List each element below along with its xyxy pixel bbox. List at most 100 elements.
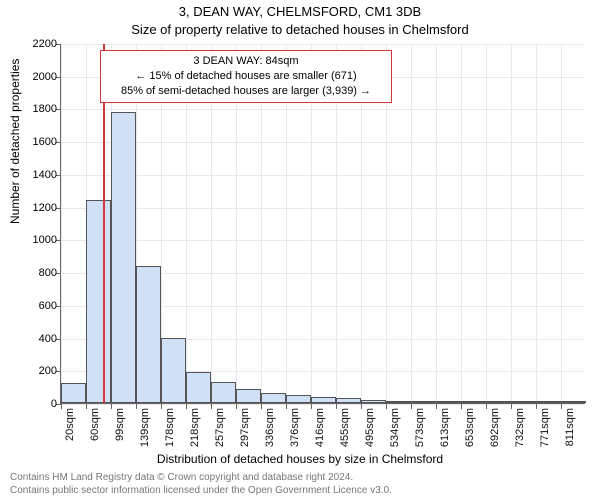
- gridline-v: [436, 44, 437, 403]
- histogram-bar: [311, 397, 336, 403]
- gridline-v: [411, 44, 412, 403]
- xtick-label: 573sqm: [414, 408, 426, 448]
- histogram-bar: [236, 389, 261, 403]
- xtick-mark: [336, 404, 337, 409]
- xtick-mark: [286, 404, 287, 409]
- gridline-h: [61, 208, 585, 209]
- histogram-bar: [111, 112, 136, 403]
- xtick-mark: [236, 404, 237, 409]
- xtick-label: 416sqm: [314, 408, 326, 448]
- xtick-label: 178sqm: [164, 408, 176, 448]
- gridline-h: [61, 175, 585, 176]
- xtick-mark: [436, 404, 437, 409]
- xtick-mark: [411, 404, 412, 409]
- xtick-label: 257sqm: [214, 408, 226, 448]
- xtick-mark: [511, 404, 512, 409]
- xtick-label: 495sqm: [364, 408, 376, 448]
- xtick-mark: [61, 404, 62, 409]
- gridline-h: [61, 109, 585, 110]
- xtick-mark: [536, 404, 537, 409]
- xtick-label: 376sqm: [289, 408, 301, 448]
- xtick-label: 613sqm: [439, 408, 451, 448]
- gridline-v: [61, 44, 62, 403]
- xtick-label: 60sqm: [89, 408, 101, 448]
- ytick-label: 1000: [7, 234, 57, 246]
- xtick-mark: [461, 404, 462, 409]
- gridline-v: [511, 44, 512, 403]
- histogram-bar: [436, 401, 461, 403]
- chart-title-address: 3, DEAN WAY, CHELMSFORD, CM1 3DB: [0, 4, 600, 19]
- histogram-bar: [61, 383, 86, 403]
- histogram-bar: [336, 398, 361, 403]
- histogram-bar: [186, 372, 211, 403]
- xtick-label: 20sqm: [64, 408, 76, 448]
- gridline-v: [536, 44, 537, 403]
- histogram-bar: [261, 393, 286, 403]
- ytick-label: 400: [7, 333, 57, 345]
- ytick-label: 1400: [7, 169, 57, 181]
- histogram-bar: [561, 401, 586, 403]
- xtick-label: 692sqm: [489, 408, 501, 448]
- ytick-label: 800: [7, 267, 57, 279]
- annotation-box: 3 DEAN WAY: 84sqm ← 15% of detached hous…: [100, 50, 392, 103]
- xtick-label: 455sqm: [339, 408, 351, 448]
- chart-container: 3, DEAN WAY, CHELMSFORD, CM1 3DB Size of…: [0, 0, 600, 500]
- ytick-label: 1200: [7, 202, 57, 214]
- histogram-bar: [86, 200, 111, 403]
- footer-line1: Contains HM Land Registry data © Crown c…: [10, 472, 392, 485]
- gridline-v: [561, 44, 562, 403]
- ytick-label: 2000: [7, 71, 57, 83]
- histogram-bar: [511, 401, 536, 403]
- chart-title-sub: Size of property relative to detached ho…: [0, 22, 600, 37]
- histogram-bar: [136, 266, 161, 403]
- histogram-bar: [536, 401, 561, 403]
- xtick-label: 771sqm: [539, 408, 551, 448]
- histogram-bar: [411, 401, 436, 403]
- x-axis-label: Distribution of detached houses by size …: [0, 452, 600, 466]
- xtick-mark: [386, 404, 387, 409]
- gridline-v: [461, 44, 462, 403]
- xtick-mark: [361, 404, 362, 409]
- gridline-v: [486, 44, 487, 403]
- xtick-mark: [161, 404, 162, 409]
- ytick-label: 0: [7, 398, 57, 410]
- xtick-label: 534sqm: [389, 408, 401, 448]
- xtick-mark: [261, 404, 262, 409]
- xtick-label: 297sqm: [239, 408, 251, 448]
- annotation-line1: 3 DEAN WAY: 84sqm: [107, 54, 385, 69]
- gridline-h: [61, 404, 585, 405]
- xtick-mark: [486, 404, 487, 409]
- ytick-label: 600: [7, 300, 57, 312]
- footer-attribution: Contains HM Land Registry data © Crown c…: [10, 472, 392, 497]
- ytick-label: 200: [7, 365, 57, 377]
- histogram-bar: [461, 401, 486, 403]
- xtick-mark: [211, 404, 212, 409]
- gridline-h: [61, 142, 585, 143]
- ytick-label: 1600: [7, 136, 57, 148]
- xtick-label: 653sqm: [464, 408, 476, 448]
- xtick-label: 811sqm: [564, 408, 576, 448]
- footer-line2: Contains public sector information licen…: [10, 485, 392, 498]
- annotation-line2: ← 15% of detached houses are smaller (67…: [107, 69, 385, 84]
- annotation-line3: 85% of semi-detached houses are larger (…: [107, 84, 385, 99]
- xtick-mark: [311, 404, 312, 409]
- gridline-h: [61, 240, 585, 241]
- xtick-label: 139sqm: [139, 408, 151, 448]
- gridline-h: [61, 44, 585, 45]
- xtick-label: 336sqm: [264, 408, 276, 448]
- xtick-label: 99sqm: [114, 408, 126, 448]
- histogram-bar: [211, 382, 236, 403]
- xtick-mark: [136, 404, 137, 409]
- histogram-bar: [286, 395, 311, 403]
- xtick-mark: [111, 404, 112, 409]
- xtick-mark: [561, 404, 562, 409]
- histogram-bar: [386, 401, 411, 403]
- xtick-mark: [186, 404, 187, 409]
- histogram-bar: [361, 400, 386, 403]
- histogram-bar: [161, 338, 186, 403]
- xtick-label: 732sqm: [514, 408, 526, 448]
- xtick-mark: [86, 404, 87, 409]
- ytick-label: 2200: [7, 38, 57, 50]
- ytick-label: 1800: [7, 103, 57, 115]
- histogram-bar: [486, 401, 511, 403]
